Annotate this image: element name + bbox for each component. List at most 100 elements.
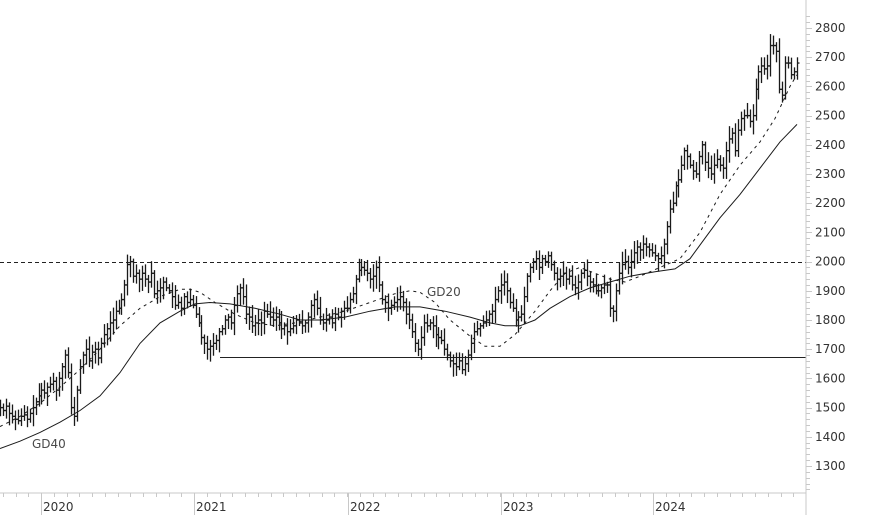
price-bar xyxy=(481,315,486,329)
price-bar xyxy=(371,264,376,292)
moving-averages xyxy=(0,74,798,449)
price-bar xyxy=(662,238,667,269)
price-bar xyxy=(122,279,127,307)
price-bar xyxy=(795,57,800,80)
price-bar xyxy=(19,408,24,427)
price-bar xyxy=(96,341,101,366)
price-bar xyxy=(170,282,175,309)
price-bar xyxy=(238,283,243,306)
price-bar xyxy=(351,286,356,303)
price-bar xyxy=(730,127,735,144)
price-bar xyxy=(265,303,270,318)
price-bar xyxy=(736,119,741,158)
gd20-line xyxy=(0,74,798,428)
price-bar xyxy=(84,339,89,365)
price-bar xyxy=(490,303,495,324)
price-bar xyxy=(256,309,261,336)
price-bar xyxy=(108,311,113,342)
price-bar xyxy=(362,260,367,276)
price-bar xyxy=(792,67,797,80)
y-tick-label: 2300 xyxy=(815,167,846,181)
y-tick-label: 1900 xyxy=(815,284,846,298)
price-bar xyxy=(191,294,196,309)
price-bar xyxy=(300,310,305,335)
price-bar xyxy=(16,409,21,425)
price-bar xyxy=(90,344,95,369)
price-bar xyxy=(10,404,15,424)
price-bar xyxy=(128,255,133,278)
price-bar xyxy=(28,408,33,423)
price-bar xyxy=(668,199,673,234)
price-bar xyxy=(268,301,273,326)
price-bar xyxy=(733,123,738,157)
price-bar xyxy=(543,254,548,266)
price-bar xyxy=(416,339,421,357)
price-bar xyxy=(546,251,551,268)
price-bar xyxy=(214,334,219,350)
price-bar xyxy=(253,314,258,336)
price-bar xyxy=(13,410,18,431)
price-bar xyxy=(727,126,732,163)
price-bar xyxy=(205,335,210,360)
price-bar xyxy=(570,265,575,291)
price-bar xyxy=(585,259,590,287)
y-tick-label: 2000 xyxy=(815,255,846,269)
price-bar xyxy=(149,261,154,288)
price-bar xyxy=(78,359,83,394)
price-bar xyxy=(42,380,47,399)
price-bar xyxy=(247,306,252,330)
price-bar xyxy=(407,301,412,330)
price-bar xyxy=(564,266,569,290)
price-bar xyxy=(629,249,634,278)
price-bar xyxy=(188,288,193,307)
x-tick-label: 2023 xyxy=(503,500,534,514)
price-bar xyxy=(114,300,119,330)
price-bar xyxy=(685,144,690,170)
price-bar xyxy=(161,276,166,300)
y-axis-ticks: 1300 1400 1500 1600 1700 1800 1900 2000 2100 2200… xyxy=(806,16,846,490)
price-bar xyxy=(31,395,36,427)
price-bar xyxy=(650,243,655,257)
price-bar xyxy=(519,305,524,322)
price-bar xyxy=(155,280,160,304)
price-bar xyxy=(439,330,444,345)
price-bar xyxy=(431,316,436,339)
price-bar xyxy=(1,403,6,416)
price-bar xyxy=(321,313,326,331)
price-bar xyxy=(333,307,338,332)
price-bar xyxy=(759,57,764,84)
price-bar xyxy=(294,315,299,335)
price-bar xyxy=(679,155,684,183)
y-tick-label: 1300 xyxy=(815,459,846,473)
price-bar xyxy=(146,274,151,294)
price-bar xyxy=(623,249,628,270)
price-bar xyxy=(576,274,581,300)
price-bar xyxy=(383,295,388,313)
price-bar xyxy=(540,254,545,274)
price-bar xyxy=(653,244,658,262)
price-bar xyxy=(63,349,68,379)
price-bar xyxy=(45,382,50,406)
horizontal-levels xyxy=(0,262,806,358)
price-bar xyxy=(534,250,539,270)
price-bar xyxy=(611,305,616,323)
price-bar xyxy=(549,251,554,271)
price-bar xyxy=(57,371,62,397)
price-bar xyxy=(271,307,276,327)
price-bar xyxy=(374,260,379,289)
x-tick-label: 2022 xyxy=(350,500,381,514)
price-bar xyxy=(765,54,770,80)
price-bar xyxy=(522,286,527,325)
price-bar xyxy=(173,285,178,310)
price-bar xyxy=(442,328,447,356)
price-bar xyxy=(789,57,794,80)
y-tick-label: 1600 xyxy=(815,371,846,385)
y-tick-label: 2700 xyxy=(815,50,846,64)
price-bar xyxy=(111,307,116,335)
price-bar xyxy=(777,38,782,94)
price-bar xyxy=(398,285,403,310)
y-tick-label: 1500 xyxy=(815,401,846,415)
price-bar xyxy=(478,322,483,337)
